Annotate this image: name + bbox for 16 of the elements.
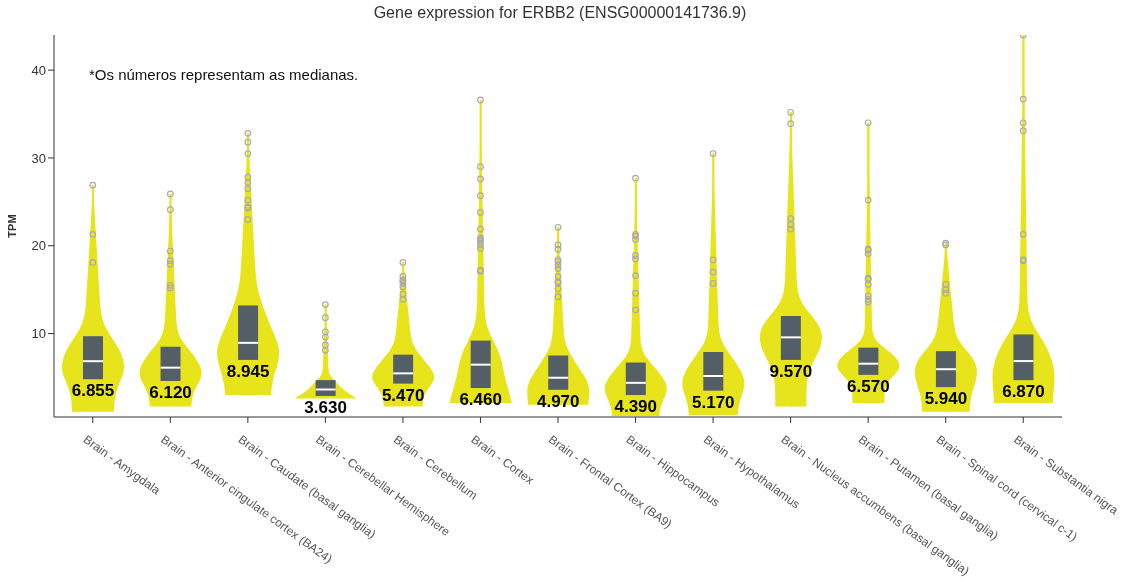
y-tick-label: 30 — [31, 150, 46, 166]
text: 5.470 — [381, 385, 425, 405]
annotation: *Os números representam as medianas. — [89, 66, 359, 83]
text: 5.170 — [692, 392, 735, 412]
y-tick-label: 20 — [31, 238, 46, 254]
y-axis-title: TPM — [5, 214, 18, 238]
text: 6.120 — [149, 383, 192, 402]
text: 3.630 — [304, 397, 347, 417]
y-tick-label: 10 — [31, 326, 46, 342]
y-tick-label: 40 — [31, 62, 46, 78]
text: 5.940 — [924, 389, 968, 409]
chart-title: Gene expression for ERBB2 (ENSG00000141736.9) — [372, 4, 748, 22]
text: 8.945 — [226, 361, 270, 381]
text: 6.855 — [71, 381, 115, 401]
text: 6.870 — [1002, 382, 1045, 402]
text: 4.390 — [614, 397, 658, 417]
